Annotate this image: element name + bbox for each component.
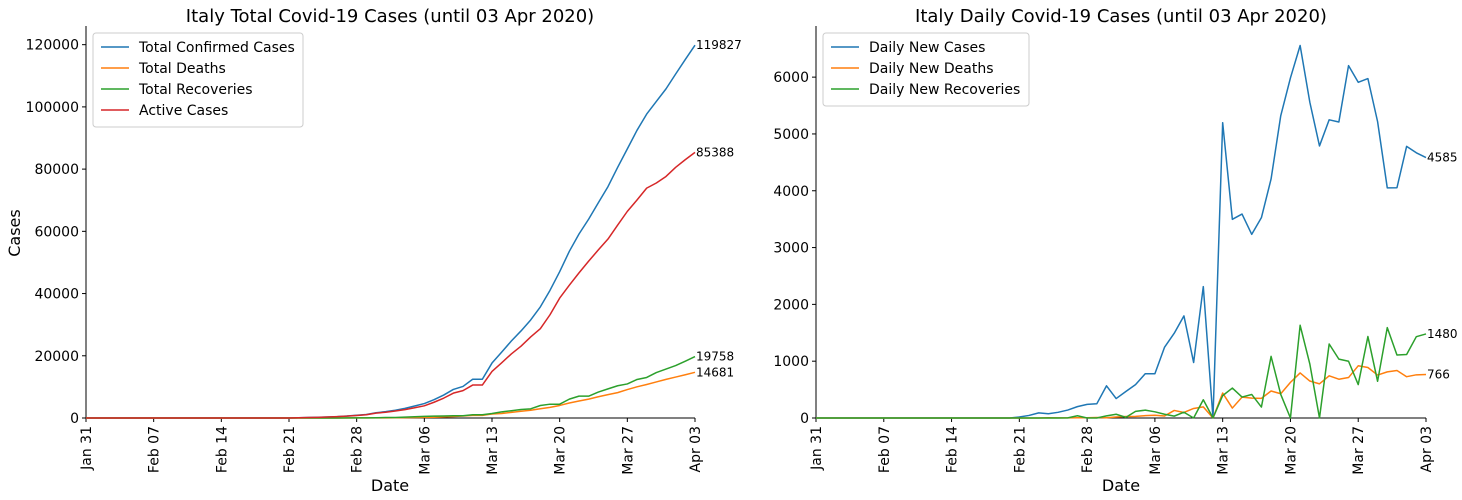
x-axis-label: Date — [371, 476, 409, 495]
x-tick-label: Feb 07 — [147, 426, 163, 473]
x-tick-label: Mar 20 — [1283, 426, 1299, 475]
series-end-label: 85388 — [696, 145, 734, 159]
legend-entry: Daily New Cases — [869, 40, 985, 56]
y-tick-label: 20000 — [34, 349, 79, 365]
series-line — [86, 151, 696, 419]
series-end-label: 119827 — [696, 38, 742, 52]
y-tick-label: 100000 — [26, 100, 79, 116]
y-tick-label: 0 — [800, 411, 809, 427]
legend-box — [822, 32, 1030, 107]
legend-box — [92, 32, 304, 128]
daily-cases-chart: Italy Daily Covid-19 Cases (until 03 Apr… — [773, 6, 1457, 495]
y-tick-label: 5000 — [773, 127, 809, 143]
x-tick-label: Feb 21 — [282, 426, 298, 473]
y-tick-label: 4000 — [773, 184, 809, 200]
y-tick-label: 120000 — [26, 38, 79, 54]
y-tick-label: 0 — [70, 411, 79, 427]
y-tick-label: 40000 — [34, 287, 79, 303]
y-tick-label: 2000 — [773, 297, 809, 313]
x-tick-label: Mar 13 — [1216, 426, 1232, 475]
y-tick-label: 3000 — [773, 241, 809, 257]
y-tick-label: 80000 — [34, 162, 79, 178]
x-tick-label: Feb 07 — [877, 426, 893, 473]
legend-entry: Total Deaths — [138, 61, 226, 77]
x-tick-label: Feb 28 — [1080, 426, 1096, 473]
legend-entry: Active Cases — [139, 103, 228, 119]
y-tick-label: 1000 — [773, 354, 809, 370]
total-cases-chart: Italy Total Covid-19 Cases (until 03 Apr… — [5, 6, 742, 495]
x-tick-label: Mar 20 — [553, 426, 569, 475]
legend-entry: Total Confirmed Cases — [138, 40, 295, 56]
x-tick-label: Feb 14 — [214, 426, 230, 473]
x-tick-label: Mar 27 — [620, 426, 636, 475]
x-tick-label: Jan 31 — [809, 426, 825, 471]
x-tick-label: Feb 21 — [1012, 426, 1028, 473]
chart-title: Italy Total Covid-19 Cases (until 03 Apr… — [186, 6, 594, 27]
series-line — [816, 365, 1427, 419]
series-end-label: 4585 — [1427, 151, 1458, 165]
series-end-label: 766 — [1427, 367, 1450, 381]
series-line — [86, 355, 696, 419]
y-axis-label: Cases — [5, 209, 24, 257]
x-axis-label: Date — [1102, 476, 1140, 495]
x-tick-label: Jan 31 — [79, 426, 95, 471]
x-tick-label: Apr 03 — [1419, 426, 1435, 472]
x-tick-label: Feb 14 — [945, 426, 961, 473]
series-line — [816, 324, 1427, 419]
legend-entry: Total Recoveries — [138, 82, 253, 98]
x-tick-label: Mar 06 — [417, 426, 433, 475]
y-tick-label: 6000 — [773, 70, 809, 86]
series-end-label: 19758 — [696, 350, 734, 364]
series-end-label: 14681 — [696, 365, 734, 379]
x-tick-label: Mar 06 — [1148, 426, 1164, 475]
x-tick-label: Feb 28 — [350, 426, 366, 473]
x-tick-label: Apr 03 — [688, 426, 704, 472]
chart-title: Italy Daily Covid-19 Cases (until 03 Apr… — [915, 6, 1327, 27]
legend-entry: Daily New Recoveries — [869, 82, 1020, 98]
x-tick-label: Mar 27 — [1351, 426, 1367, 475]
y-tick-label: 60000 — [34, 224, 79, 240]
legend-entry: Daily New Deaths — [869, 61, 994, 77]
series-end-label: 1480 — [1427, 327, 1458, 341]
x-tick-label: Mar 13 — [485, 426, 501, 475]
